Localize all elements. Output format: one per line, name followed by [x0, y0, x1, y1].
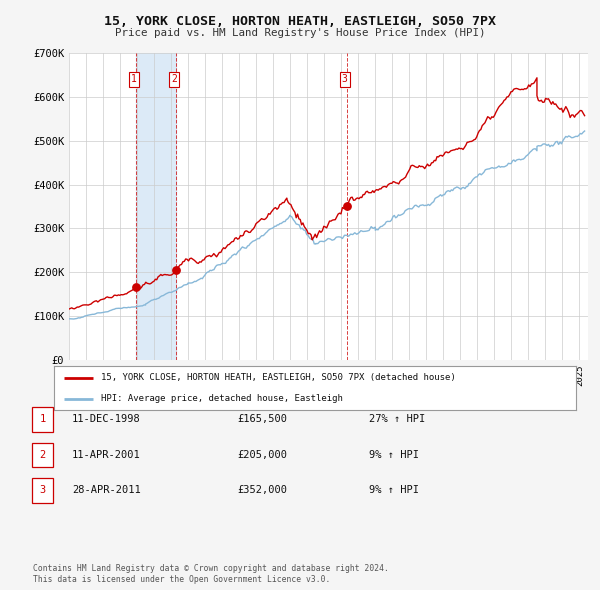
- Point: [342, 201, 352, 211]
- Text: HPI: Average price, detached house, Eastleigh: HPI: Average price, detached house, East…: [101, 395, 343, 404]
- Text: Price paid vs. HM Land Registry's House Price Index (HPI): Price paid vs. HM Land Registry's House …: [115, 28, 485, 38]
- Text: 3: 3: [40, 486, 46, 495]
- Point: [131, 283, 141, 292]
- Text: This data is licensed under the Open Government Licence v3.0.: This data is licensed under the Open Gov…: [33, 575, 331, 584]
- Point: [171, 266, 181, 275]
- Text: 1: 1: [40, 415, 46, 424]
- Text: 11-DEC-1998: 11-DEC-1998: [72, 415, 141, 424]
- Text: 28-APR-2011: 28-APR-2011: [72, 486, 141, 495]
- Text: 15, YORK CLOSE, HORTON HEATH, EASTLEIGH, SO50 7PX (detached house): 15, YORK CLOSE, HORTON HEATH, EASTLEIGH,…: [101, 373, 456, 382]
- Text: £165,500: £165,500: [237, 415, 287, 424]
- Text: 2: 2: [171, 74, 177, 84]
- Text: 27% ↑ HPI: 27% ↑ HPI: [369, 415, 425, 424]
- Text: 2: 2: [40, 450, 46, 460]
- Bar: [136, 53, 176, 360]
- Text: 9% ↑ HPI: 9% ↑ HPI: [369, 486, 419, 495]
- Text: £352,000: £352,000: [237, 486, 287, 495]
- Text: Contains HM Land Registry data © Crown copyright and database right 2024.: Contains HM Land Registry data © Crown c…: [33, 565, 389, 573]
- Text: 3: 3: [342, 74, 347, 84]
- Text: 15, YORK CLOSE, HORTON HEATH, EASTLEIGH, SO50 7PX: 15, YORK CLOSE, HORTON HEATH, EASTLEIGH,…: [104, 15, 496, 28]
- Text: 9% ↑ HPI: 9% ↑ HPI: [369, 450, 419, 460]
- Text: 11-APR-2001: 11-APR-2001: [72, 450, 141, 460]
- Text: 1: 1: [131, 74, 137, 84]
- Text: £205,000: £205,000: [237, 450, 287, 460]
